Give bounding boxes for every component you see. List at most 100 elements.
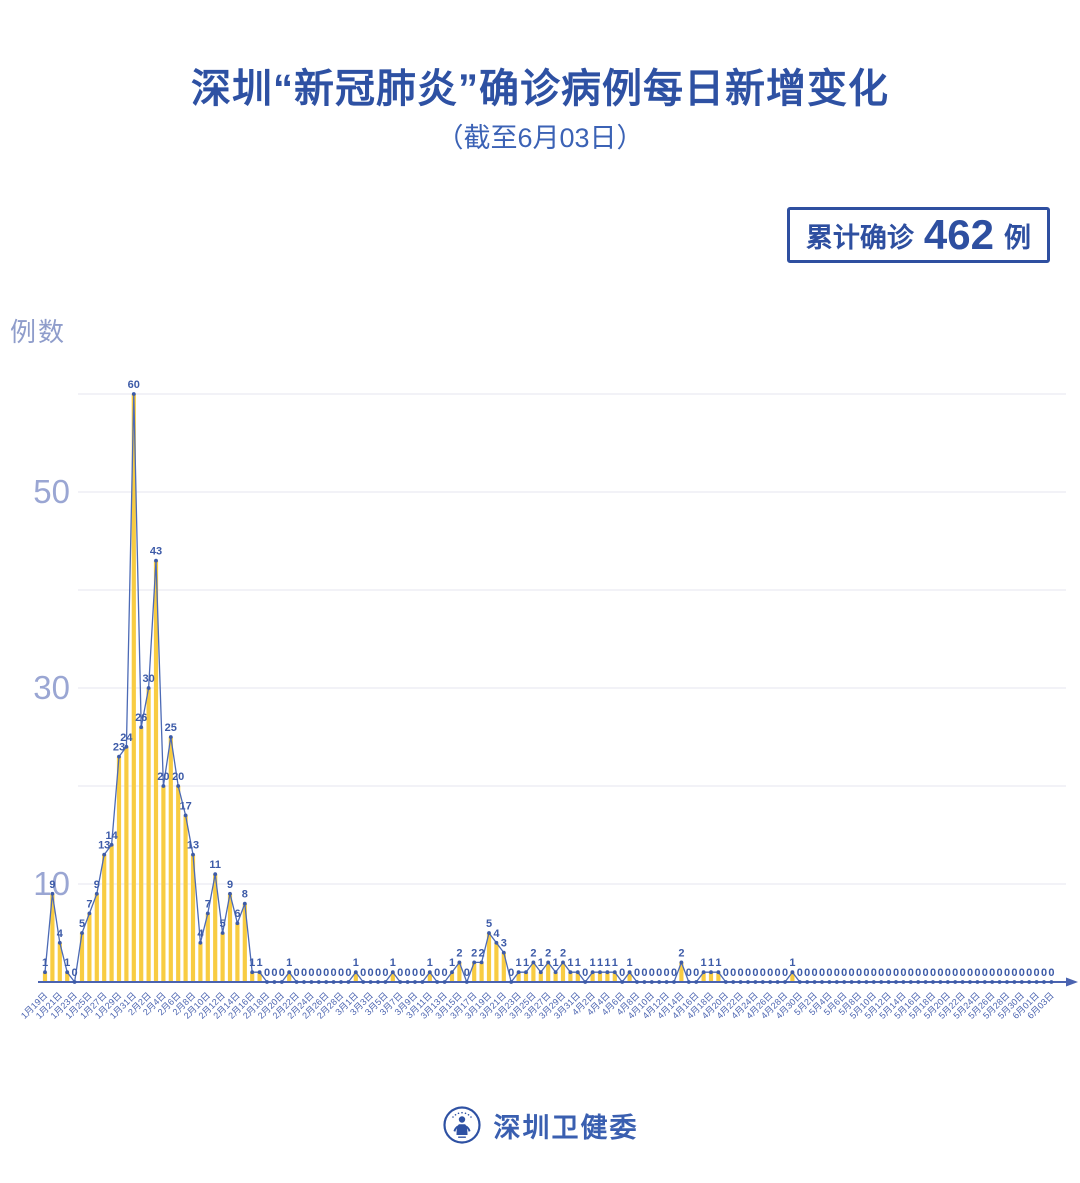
data-point-marker: [464, 980, 469, 984]
data-label: 23: [113, 742, 125, 754]
data-point-marker: [997, 980, 1002, 984]
data-label: 1: [257, 957, 263, 969]
bar: [597, 972, 603, 982]
data-point-marker: [494, 940, 499, 945]
data-point-marker: [161, 784, 166, 788]
data-label: 0: [338, 967, 344, 979]
data-point-marker: [531, 960, 536, 965]
data-label: 1: [789, 957, 795, 969]
data-point-marker: [805, 980, 810, 984]
data-point-marker: [901, 980, 906, 984]
data-label: 0: [641, 967, 647, 979]
data-label: 1: [516, 957, 522, 969]
data-label: 4: [197, 928, 204, 940]
data-label: 0: [834, 967, 840, 979]
data-point-marker: [849, 980, 854, 984]
bar: [390, 972, 395, 982]
x-axis-arrow: [1066, 977, 1078, 987]
data-label: 1: [249, 957, 255, 969]
data-label: 0: [464, 967, 470, 979]
bar: [235, 923, 240, 982]
bar: [501, 952, 506, 982]
data-label: 0: [1034, 967, 1040, 979]
data-point-marker: [842, 980, 847, 984]
data-label: 0: [878, 967, 884, 979]
bar: [701, 972, 706, 982]
data-point-marker: [383, 980, 388, 984]
data-point-marker: [376, 980, 380, 984]
data-label: 0: [886, 967, 892, 979]
data-label: 0: [419, 967, 425, 979]
data-point-marker: [827, 980, 832, 984]
bar: [198, 942, 203, 982]
data-label: 0: [1048, 967, 1054, 979]
data-label: 0: [412, 967, 418, 979]
data-point-marker: [642, 980, 647, 984]
data-point-marker: [316, 980, 321, 984]
data-point-marker: [205, 911, 210, 916]
bar: [250, 972, 255, 982]
bar: [65, 972, 70, 982]
bar: [472, 962, 477, 982]
data-label: 0: [812, 967, 818, 979]
data-label: 5: [486, 918, 492, 930]
data-label: 9: [94, 879, 100, 891]
data-point-marker: [575, 970, 580, 975]
data-label: 0: [1019, 967, 1025, 979]
data-point-marker: [168, 735, 173, 739]
data-label: 5: [79, 918, 85, 930]
bar: [287, 972, 292, 982]
bar: [220, 933, 225, 982]
data-point-marker: [102, 852, 107, 857]
data-label: 1: [597, 957, 603, 969]
data-label: 0: [908, 967, 914, 979]
data-point-marker: [213, 872, 218, 877]
data-point-marker: [368, 980, 373, 984]
data-label: 1: [427, 957, 433, 969]
bar: [494, 942, 499, 982]
bar: [242, 903, 247, 982]
bar: [168, 737, 173, 982]
data-label: 0: [982, 967, 988, 979]
bar: [479, 962, 484, 982]
data-label: 2: [456, 947, 462, 959]
data-label: 0: [767, 967, 773, 979]
data-label: 60: [128, 379, 140, 391]
data-point-marker: [982, 980, 987, 984]
bar: [153, 560, 159, 982]
data-point-marker: [953, 980, 958, 984]
data-point-marker: [945, 980, 950, 984]
bar: [176, 786, 181, 982]
bar: [523, 972, 529, 982]
data-label: 1: [575, 957, 581, 969]
data-label: 3: [501, 938, 507, 950]
data-label: 0: [316, 967, 322, 979]
data-point-marker: [398, 980, 403, 984]
data-label: 0: [397, 967, 403, 979]
data-point-marker: [524, 970, 528, 975]
data-point-marker: [583, 980, 588, 984]
data-label: 0: [923, 967, 929, 979]
data-label: 1: [612, 957, 618, 969]
bar: [716, 972, 721, 982]
data-point-marker: [94, 891, 99, 896]
data-point-marker: [649, 980, 654, 984]
page-subtitle: （截至6月03日）: [436, 123, 644, 153]
data-point-marker: [420, 980, 425, 984]
bar: [183, 815, 188, 982]
data-point-marker: [331, 980, 336, 984]
data-label: 1: [538, 957, 544, 969]
data-point-marker: [65, 970, 70, 975]
data-point-marker: [472, 960, 477, 965]
data-label: 1: [523, 957, 529, 969]
data-point-marker: [324, 980, 329, 984]
data-label: 26: [135, 712, 147, 724]
bar: [612, 972, 617, 982]
data-label: 0: [264, 967, 270, 979]
bar: [353, 972, 358, 982]
bar: [486, 933, 492, 982]
data-label: 0: [360, 967, 366, 979]
data-label: 2: [678, 947, 684, 959]
data-label: 7: [205, 898, 211, 910]
data-label: 0: [782, 967, 788, 979]
